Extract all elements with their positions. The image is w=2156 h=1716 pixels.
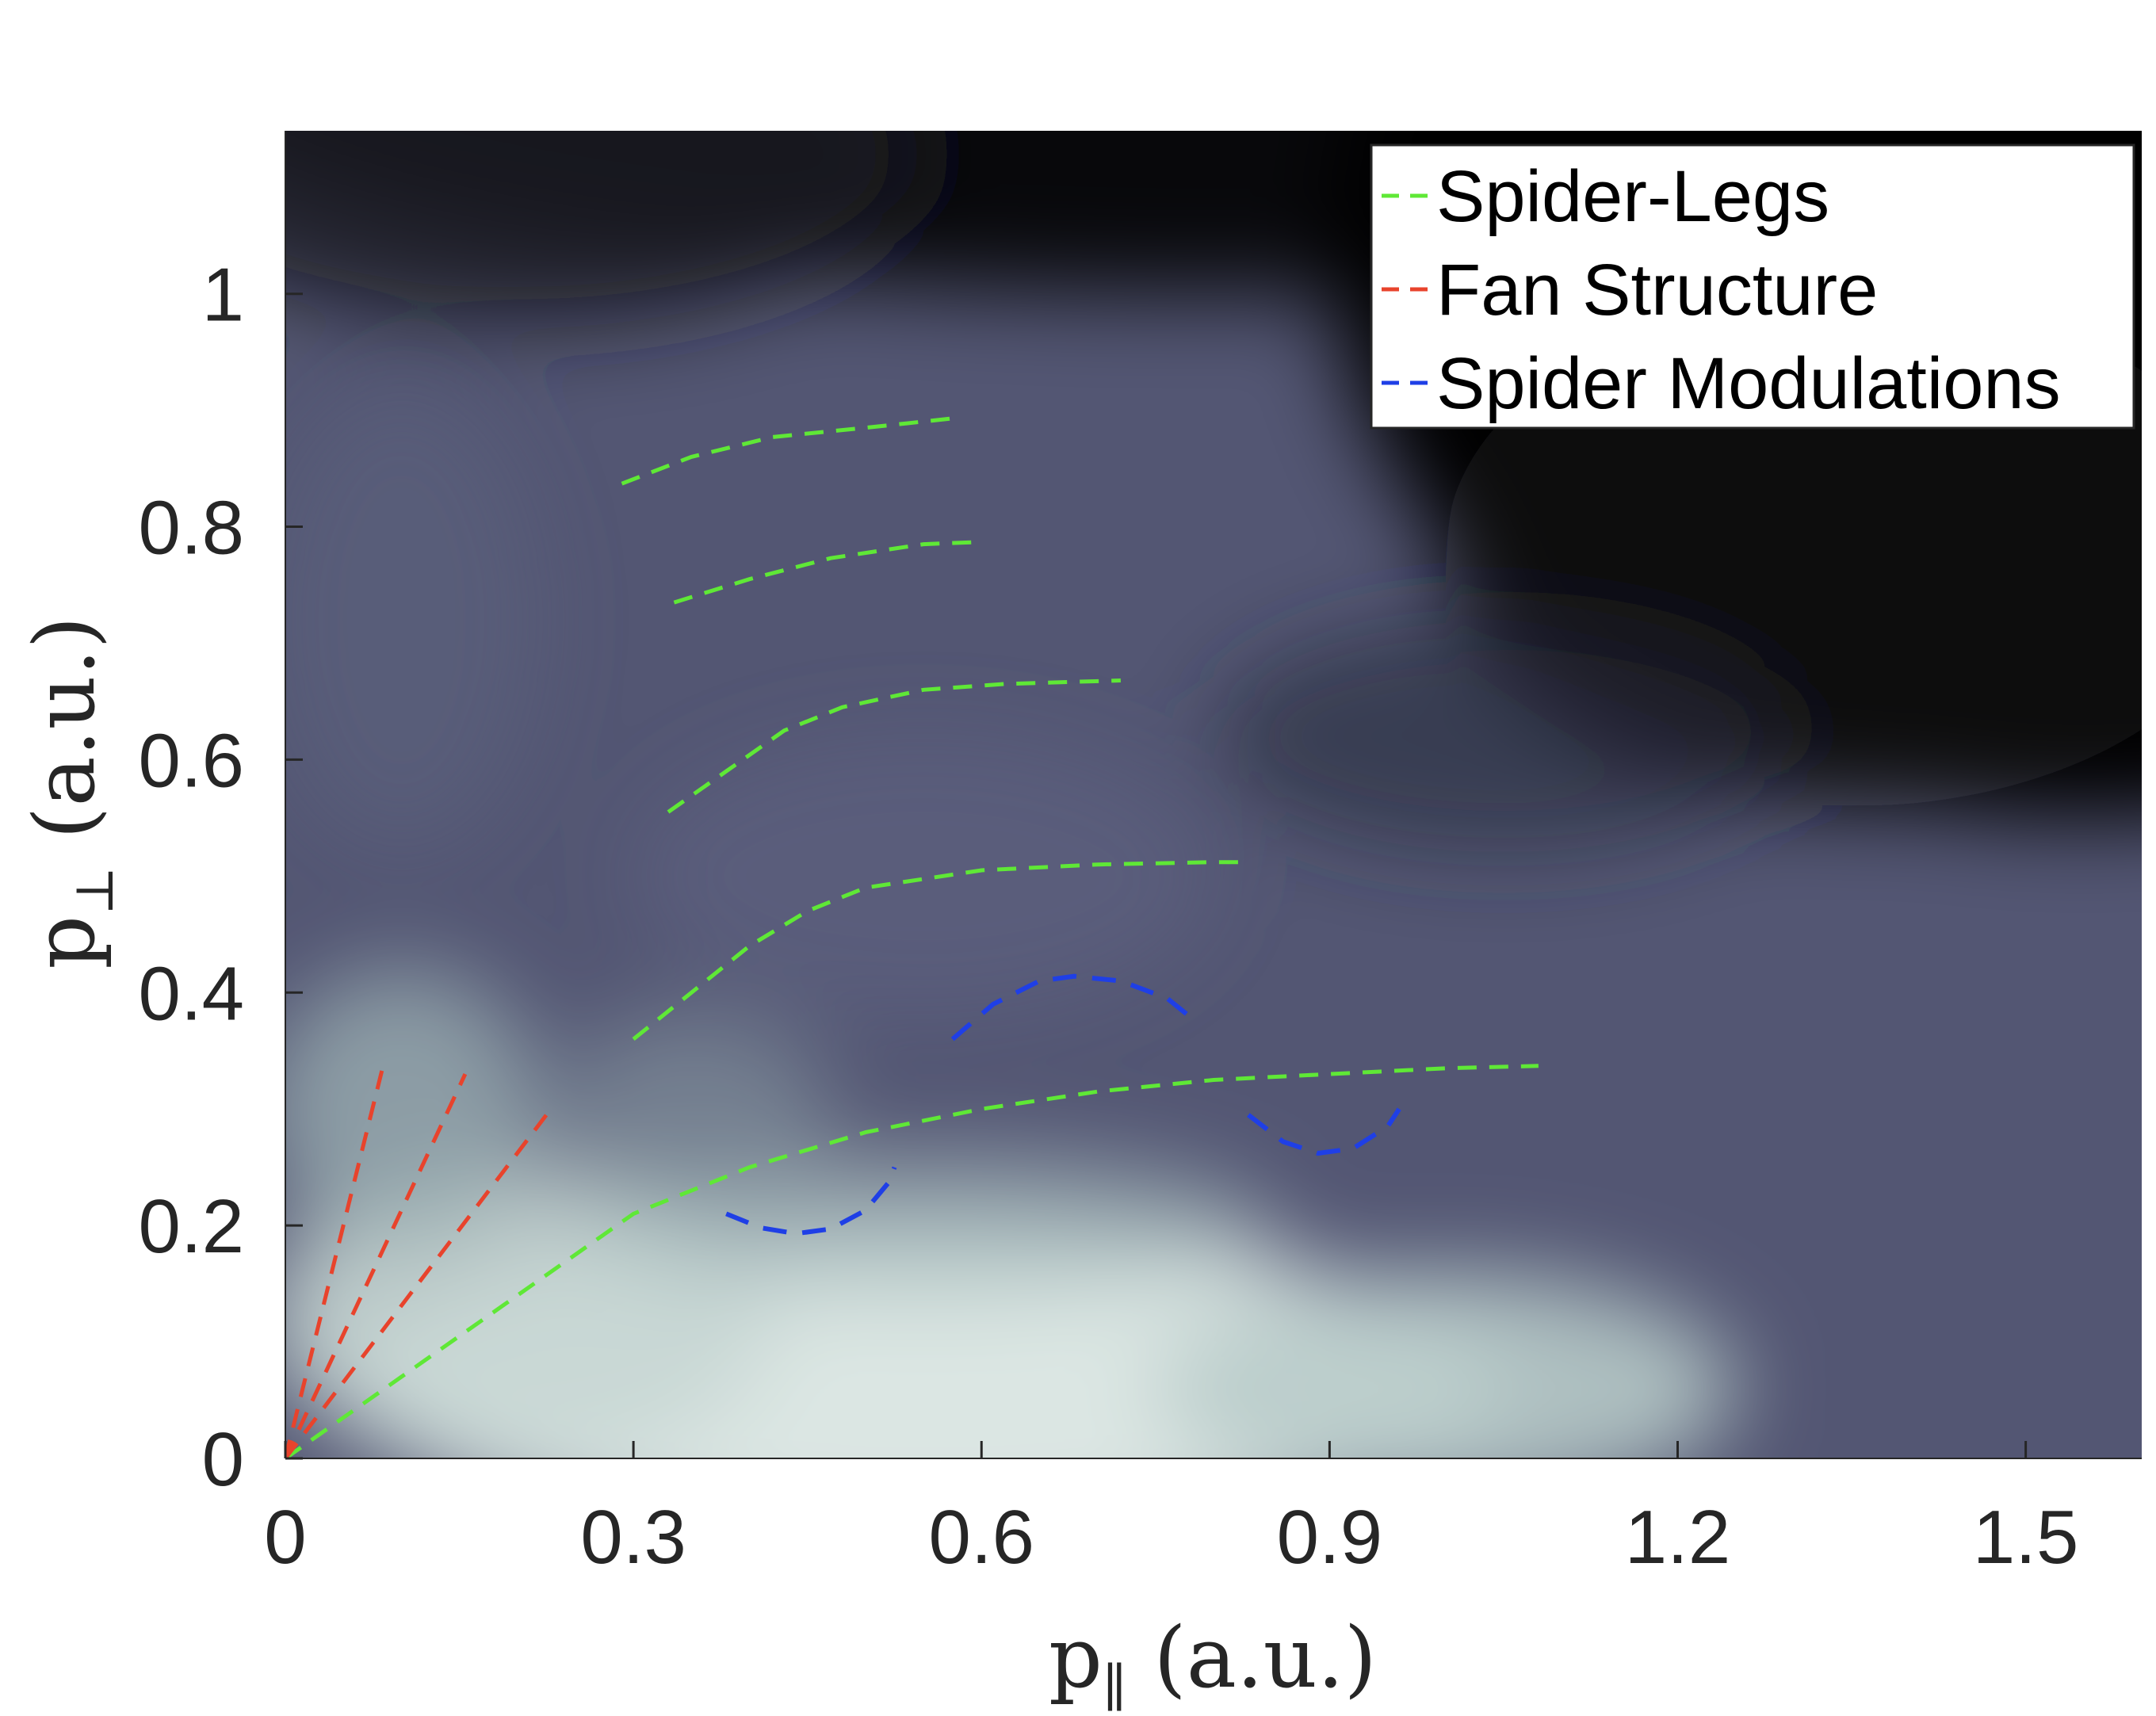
spider-modulations-curve xyxy=(1247,1107,1401,1156)
axes xyxy=(284,131,2142,1460)
legend-label: Spider Modulations xyxy=(1436,343,2061,424)
legend: Spider-Legs Fan Structure Spider Modulatio… xyxy=(1370,143,2135,430)
spider-modulations-curve xyxy=(950,973,1198,1041)
heatmap-blob xyxy=(285,969,541,1249)
y-tick-label: 0.8 xyxy=(139,486,244,571)
y-tick-label: 0 xyxy=(202,1417,244,1502)
x-tick-label: 0 xyxy=(264,1495,306,1580)
y-tick-label: 1 xyxy=(202,253,244,338)
heatmap-blob xyxy=(285,131,923,329)
legend-label: Fan Structure xyxy=(1436,250,1878,331)
x-tick-label: 1.5 xyxy=(1973,1495,2078,1580)
heatmap-blob xyxy=(1155,1271,1736,1458)
x-tick-label: 1.2 xyxy=(1625,1495,1730,1580)
legend-label: Spider-Legs xyxy=(1436,156,1829,237)
x-tick-label: 0.9 xyxy=(1277,1495,1382,1580)
fan-structure-curve xyxy=(285,1114,549,1458)
curves xyxy=(285,416,1539,1458)
spider-legs-curve xyxy=(285,1064,1539,1458)
heatmap-blob xyxy=(1214,620,1794,853)
spider-legs-curve xyxy=(667,678,1121,814)
legend-box xyxy=(1370,143,2135,430)
tick-labels: 0 0.3 0.6 0.9 1.2 1.5 0 0.2 0.4 0.6 0.8 1 xyxy=(139,253,2079,1580)
fan-structure-curve xyxy=(285,1061,386,1458)
heatmap-blob xyxy=(285,387,541,853)
y-tick-label: 0.6 xyxy=(139,718,244,803)
y-tick-label: 0.2 xyxy=(139,1184,244,1269)
x-tick-label: 0.3 xyxy=(580,1495,686,1580)
y-axis-label: p⊥(a.u.) xyxy=(16,616,125,969)
heatmap-blob xyxy=(633,736,1214,1016)
spider-legs-curve xyxy=(673,540,982,605)
heatmap-blob xyxy=(552,1015,831,1202)
x-tick-label: 0.6 xyxy=(929,1495,1034,1580)
y-tick-label: 0.4 xyxy=(139,951,244,1036)
spider-legs-curve xyxy=(621,416,953,486)
x-axis-label: p∥ (a.u.) xyxy=(1049,1609,1377,1712)
fan-structure-curve xyxy=(285,1073,468,1458)
spider-legs-curve xyxy=(632,860,1248,1041)
